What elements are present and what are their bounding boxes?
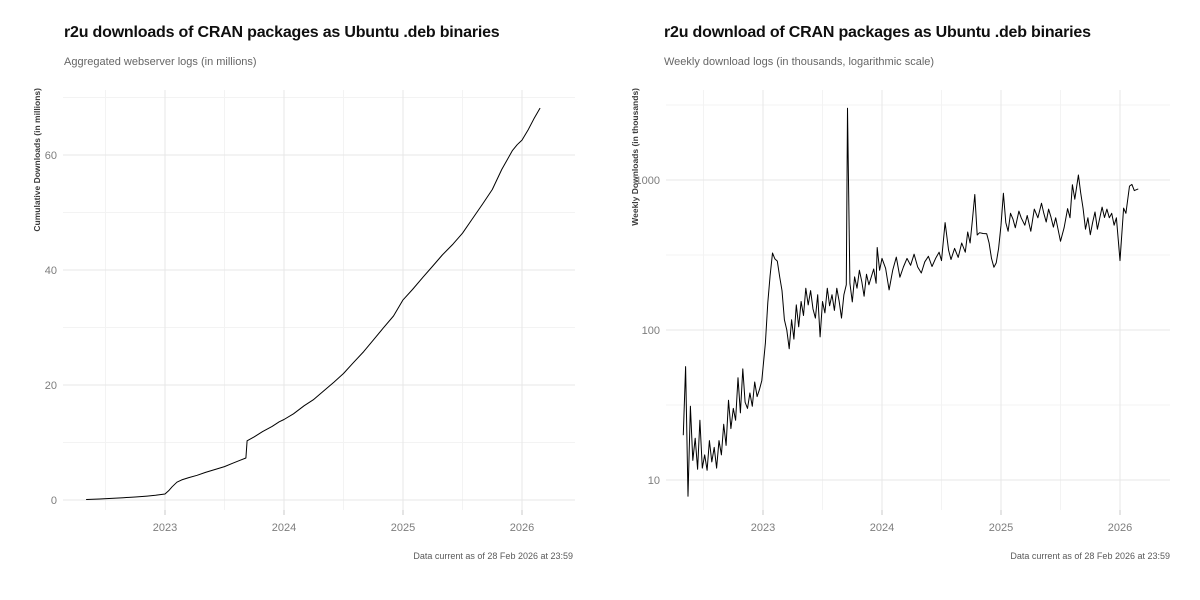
weekly-line-plot: 2023 2024 2025 2026 10 100 1000 [636, 90, 1170, 534]
cumulative-chart-subtitle: Aggregated webserver logs (in millions) [64, 56, 257, 68]
x-tick-label: 2024 [870, 522, 894, 534]
x-tick-label: 2025 [391, 522, 415, 534]
chart-panel-weekly: r2u download of CRAN packages as Ubuntu … [600, 0, 1200, 600]
cumulative-chart-title: r2u downloads of CRAN packages as Ubuntu… [64, 24, 500, 41]
weekly-chart-title: r2u download of CRAN packages as Ubuntu … [664, 24, 1091, 41]
chart-panel-cumulative: r2u downloads of CRAN packages as Ubuntu… [32, 24, 575, 561]
y-tick-label: 0 [51, 495, 57, 507]
y-tick-label: 10 [648, 475, 660, 487]
data-line [86, 107, 541, 500]
y-tick-label: 20 [45, 380, 57, 392]
y-tick-label: 60 [45, 150, 57, 162]
y-tick-label: 100 [642, 325, 660, 337]
cumulative-line-plot: 2023 2024 2025 2026 0 20 40 60 [45, 90, 575, 534]
data-line [682, 107, 1139, 497]
y-tick-label: 1000 [636, 175, 660, 187]
weekly-chart-subtitle: Weekly download logs (in thousands, loga… [664, 56, 935, 68]
cumulative-chart-caption: Data current as of 28 Feb 2026 at 23:59 [413, 551, 573, 561]
x-tick-label: 2026 [510, 522, 534, 534]
x-tick-label: 2024 [272, 522, 296, 534]
x-tick-label: 2023 [153, 522, 177, 534]
x-tick-label: 2023 [751, 522, 775, 534]
y-tick-label: 40 [45, 265, 57, 277]
x-tick-label: 2026 [1108, 522, 1132, 534]
x-tick-label: 2025 [989, 522, 1013, 534]
weekly-chart-caption: Data current as of 28 Feb 2026 at 23:59 [1010, 551, 1170, 561]
